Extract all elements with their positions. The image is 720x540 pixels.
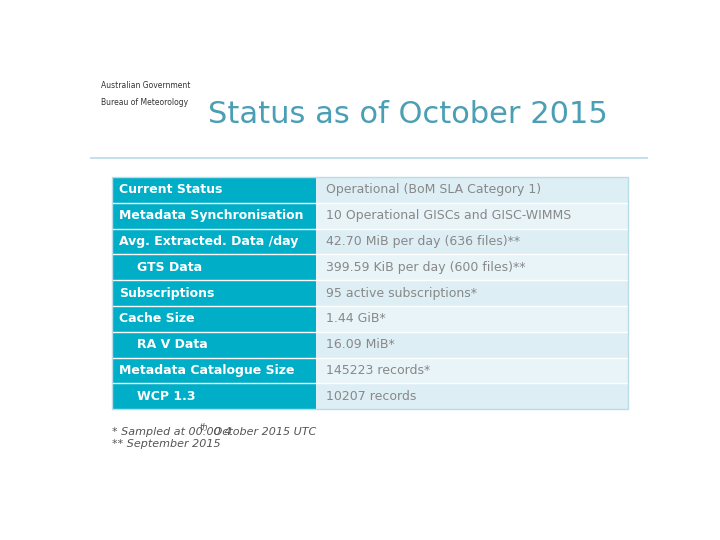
Bar [316,177,629,203]
Text: 95 active subscriptions*: 95 active subscriptions* [326,287,477,300]
Text: 145223 records*: 145223 records* [326,364,431,377]
Bar [112,254,316,280]
Bar [316,254,629,280]
Bar [112,177,316,203]
Bar [316,306,629,332]
Text: WCP 1.3: WCP 1.3 [138,390,196,403]
Bar [112,177,629,409]
Text: * Sampled at 00:00 4: * Sampled at 00:00 4 [112,427,232,437]
Text: ** September 2015: ** September 2015 [112,440,221,449]
Text: 399.59 KiB per day (600 files)**: 399.59 KiB per day (600 files)** [326,261,526,274]
Bar [316,280,629,306]
Bar [316,332,629,357]
Bar [316,383,629,409]
Text: Avg. Extracted. Data /day: Avg. Extracted. Data /day [119,235,298,248]
Text: th: th [200,423,208,433]
Text: Cache Size: Cache Size [119,312,194,326]
Text: RA V Data: RA V Data [138,338,208,351]
Text: 10 Operational GISCs and GISC-WIMMS: 10 Operational GISCs and GISC-WIMMS [326,209,572,222]
Text: Australian Government: Australian Government [101,82,191,90]
Bar [112,228,316,254]
Text: Status as of October 2015: Status as of October 2015 [208,100,608,129]
Bar [112,280,316,306]
Text: 42.70 MiB per day (636 files)**: 42.70 MiB per day (636 files)** [326,235,521,248]
Bar [112,383,316,409]
Text: GTS Data: GTS Data [138,261,202,274]
Text: 16.09 MiB*: 16.09 MiB* [326,338,395,351]
Text: Bureau of Meteorology: Bureau of Meteorology [101,98,189,107]
Text: October 2015 UTC: October 2015 UTC [210,427,316,437]
Bar [112,203,316,228]
Text: Metadata Synchronisation: Metadata Synchronisation [119,209,304,222]
Bar [112,332,316,357]
Text: Metadata Catalogue Size: Metadata Catalogue Size [119,364,294,377]
Bar [316,228,629,254]
Text: Current Status: Current Status [119,184,222,197]
Text: Operational (BoM SLA Category 1): Operational (BoM SLA Category 1) [326,184,541,197]
Bar [112,306,316,332]
Text: 10207 records: 10207 records [326,390,417,403]
Bar [112,357,316,383]
Bar [316,357,629,383]
Bar [316,203,629,228]
Text: Subscriptions: Subscriptions [119,287,215,300]
Text: 1.44 GiB*: 1.44 GiB* [326,312,386,326]
